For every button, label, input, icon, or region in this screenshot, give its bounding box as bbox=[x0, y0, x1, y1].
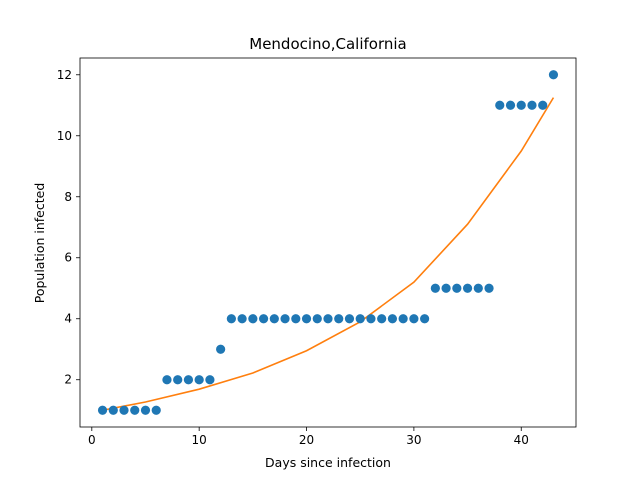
axes-frame bbox=[79, 57, 577, 428]
data-point bbox=[505, 100, 516, 110]
data-point bbox=[248, 314, 258, 324]
x-axis-label: Days since infection bbox=[265, 455, 391, 470]
data-point bbox=[237, 314, 247, 324]
data-point bbox=[527, 100, 537, 110]
data-point bbox=[216, 344, 226, 354]
data-point bbox=[205, 375, 215, 385]
data-point bbox=[108, 405, 118, 415]
data-point bbox=[183, 375, 194, 385]
x-tick-label: 20 bbox=[299, 433, 314, 447]
data-point bbox=[323, 314, 333, 324]
data-point bbox=[452, 283, 462, 293]
x-tick-label: 40 bbox=[514, 433, 529, 447]
data-point bbox=[462, 283, 473, 293]
y-tick-label: 6 bbox=[64, 251, 72, 265]
data-point bbox=[366, 314, 376, 324]
plot-area: 0 10 20 30 40 2 4 6 8 10 12 bbox=[57, 57, 577, 447]
data-point bbox=[269, 314, 279, 324]
y-tick-label: 10 bbox=[57, 129, 72, 143]
data-point bbox=[420, 314, 430, 324]
data-point bbox=[495, 100, 505, 110]
data-point bbox=[194, 375, 204, 385]
data-point bbox=[441, 283, 451, 293]
data-point bbox=[355, 314, 365, 324]
data-point bbox=[430, 283, 440, 293]
fit-curve bbox=[102, 97, 555, 412]
data-point bbox=[548, 70, 559, 80]
data-point bbox=[398, 314, 408, 324]
data-point bbox=[334, 314, 344, 324]
y-tick-label: 8 bbox=[64, 190, 72, 204]
chart-title: Mendocino,California bbox=[249, 35, 406, 53]
data-point bbox=[280, 314, 290, 324]
y-tick-label: 2 bbox=[64, 373, 72, 387]
data-point bbox=[130, 405, 140, 415]
x-tick-label: 10 bbox=[192, 433, 207, 447]
data-point bbox=[258, 314, 269, 324]
data-point bbox=[377, 314, 387, 324]
data-point bbox=[291, 314, 301, 324]
data-point bbox=[151, 405, 161, 415]
data-point bbox=[226, 314, 236, 324]
y-tick-label: 12 bbox=[57, 68, 72, 82]
y-axis-label: Population infected bbox=[32, 183, 47, 304]
data-point bbox=[538, 100, 548, 110]
x-tick-label: 0 bbox=[88, 433, 96, 447]
data-point bbox=[162, 375, 172, 385]
data-point bbox=[312, 314, 322, 324]
data-point bbox=[409, 314, 419, 324]
data-point bbox=[387, 314, 398, 324]
data-point bbox=[473, 283, 483, 293]
data-point bbox=[97, 405, 108, 415]
data-point bbox=[484, 283, 494, 293]
data-point bbox=[344, 314, 355, 324]
data-point bbox=[140, 405, 151, 415]
x-tick-label: 30 bbox=[406, 433, 421, 447]
data-point bbox=[173, 375, 183, 385]
y-tick-label: 4 bbox=[64, 312, 72, 326]
data-point bbox=[301, 314, 312, 324]
data-point bbox=[119, 405, 129, 415]
data-point bbox=[516, 100, 526, 110]
